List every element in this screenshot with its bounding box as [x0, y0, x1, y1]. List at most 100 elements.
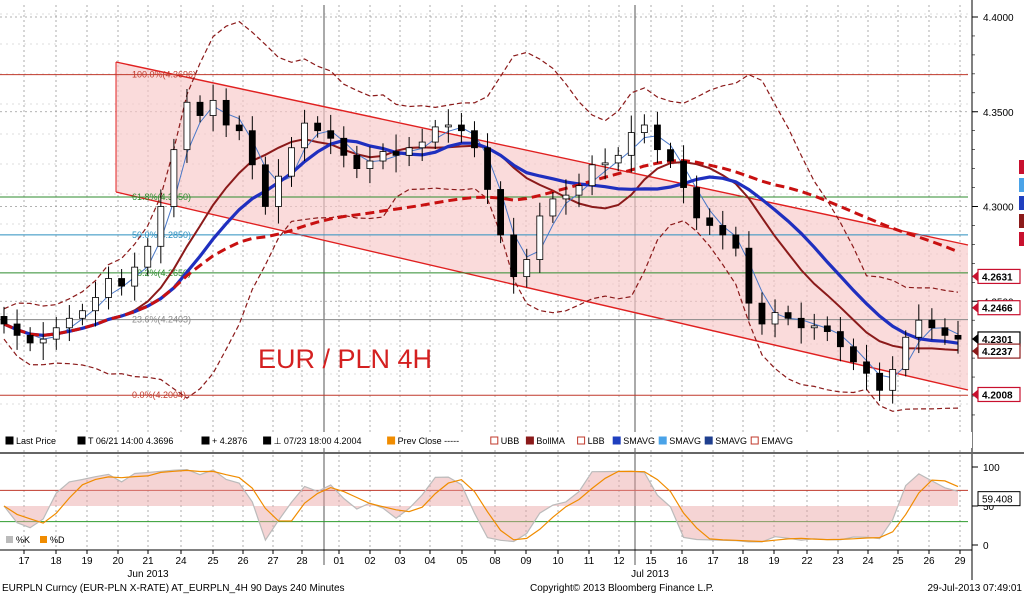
- x-tick-label: 26: [237, 556, 249, 567]
- candle-body: [444, 124, 452, 128]
- candle-body: [523, 259, 531, 278]
- stoch-tick-label: 100: [983, 463, 1000, 474]
- price-tag-label: 4.2237: [982, 347, 1013, 358]
- channel-lower: [115, 191, 969, 391]
- x-tick-label: 27: [267, 556, 279, 567]
- x-tick-label: 26: [923, 556, 935, 567]
- x-tick-label: 19: [81, 556, 93, 567]
- x-tick-label: 09: [520, 556, 532, 567]
- x-tick-label: 16: [676, 556, 688, 567]
- candle-body: [941, 327, 949, 336]
- price-tag-pointer: [972, 389, 978, 400]
- candle-body: [745, 247, 753, 304]
- candle-body: [797, 317, 805, 329]
- legend-label: ⊥ 07/23 18:00 4.2004: [274, 436, 362, 446]
- price-tag-label: 4.2631: [982, 272, 1013, 283]
- x-tick-label: 15: [645, 556, 657, 567]
- candle-body: [693, 187, 701, 219]
- candle-body: [353, 154, 361, 170]
- candle-body: [928, 319, 936, 329]
- candlesticks: [0, 84, 962, 404]
- candle-body: [131, 266, 139, 287]
- square-legend-icon: [387, 436, 396, 445]
- candle-body: [588, 164, 596, 187]
- candle-body: [484, 147, 491, 190]
- legend-label: Last Price: [16, 436, 56, 446]
- candle-body: [222, 99, 230, 126]
- footer-bar: [0, 580, 1024, 595]
- candle-body: [118, 278, 126, 287]
- legend-label: EMAVG: [761, 436, 793, 446]
- x-tick-label: 22: [801, 556, 813, 567]
- series-color-marker: [1019, 160, 1024, 174]
- price-tag-pointer: [972, 333, 978, 344]
- x-tick-label: 17: [18, 556, 30, 567]
- candle-body: [640, 124, 648, 133]
- legend-bar: [0, 432, 972, 448]
- x-tick-label: 24: [175, 556, 187, 567]
- x-tick-label: 20: [112, 556, 124, 567]
- x-tick-label: 25: [892, 556, 904, 567]
- candle-body: [758, 302, 766, 325]
- channel-upper: [115, 61, 969, 246]
- candle-body: [549, 198, 557, 217]
- x-tick-label: 24: [862, 556, 874, 567]
- upper-bollinger: [3, 20, 959, 310]
- stoch-legend-label: %D: [50, 535, 65, 545]
- x-month-label: Jun 2013: [127, 569, 169, 580]
- top-legend-icon: [77, 436, 86, 445]
- x-tick-label: 10: [552, 556, 564, 567]
- candle-body: [248, 130, 256, 166]
- square-legend-icon: [704, 436, 713, 445]
- x-tick-label: 12: [613, 556, 625, 567]
- candle-body: [327, 130, 335, 139]
- candle-body: [39, 338, 47, 344]
- time-axis: 17 18 19 20 21 24 25 26 27 28 01 02 03 04 05 08 09 10 11 12…: [0, 549, 972, 580]
- x-tick-label: 21: [142, 556, 154, 567]
- bottom-legend-icon: [263, 436, 272, 445]
- legend-label: + 4.2876: [212, 436, 247, 446]
- candle-body: [902, 336, 910, 370]
- candle-body: [170, 149, 178, 207]
- x-tick-label: 11: [584, 556, 595, 567]
- candle-body: [876, 372, 883, 391]
- overlay-title: EUR / PLN 4H: [258, 344, 432, 374]
- series-color-marker: [1019, 214, 1024, 228]
- candle-body: [601, 162, 609, 166]
- candle-body: [196, 101, 204, 116]
- ema-dashed: [3, 158, 959, 337]
- candle-body: [301, 122, 308, 149]
- x-tick-label: 18: [50, 556, 62, 567]
- stoch-k-line: [3, 468, 959, 543]
- x-month-label: Jul 2013: [631, 569, 669, 580]
- candle-body: [471, 130, 478, 149]
- candle-body: [366, 160, 374, 170]
- fib-label: 0.0%(4.2004): [132, 390, 186, 400]
- candle-body: [379, 151, 387, 162]
- x-tick-label: 29: [954, 556, 966, 567]
- candle-body: [654, 124, 661, 151]
- candle-body: [954, 334, 962, 340]
- stoch-legend-icon: [6, 536, 13, 543]
- y-tick-label: 4.3000: [983, 203, 1014, 214]
- candle-body: [719, 225, 727, 236]
- candle-body: [497, 189, 505, 236]
- candle-body: [575, 185, 583, 196]
- square-legend-icon: [612, 436, 621, 445]
- price-tag-label: 4.2301: [982, 335, 1013, 346]
- candle-body: [288, 147, 295, 177]
- candle-body: [13, 323, 21, 336]
- bollinger-bands: [3, 20, 959, 412]
- candle-body: [680, 160, 687, 188]
- candle-body: [850, 346, 857, 363]
- candle-body: [863, 361, 870, 374]
- line-legend-icon: [750, 436, 759, 445]
- legend-label: SMAVG: [623, 436, 655, 446]
- candle-body: [536, 215, 544, 260]
- candle-body: [457, 124, 465, 132]
- candle-body: [275, 175, 282, 207]
- candle-body: [79, 310, 86, 319]
- candle-body: [836, 331, 844, 348]
- price-tag-label: 4.2008: [982, 390, 1013, 401]
